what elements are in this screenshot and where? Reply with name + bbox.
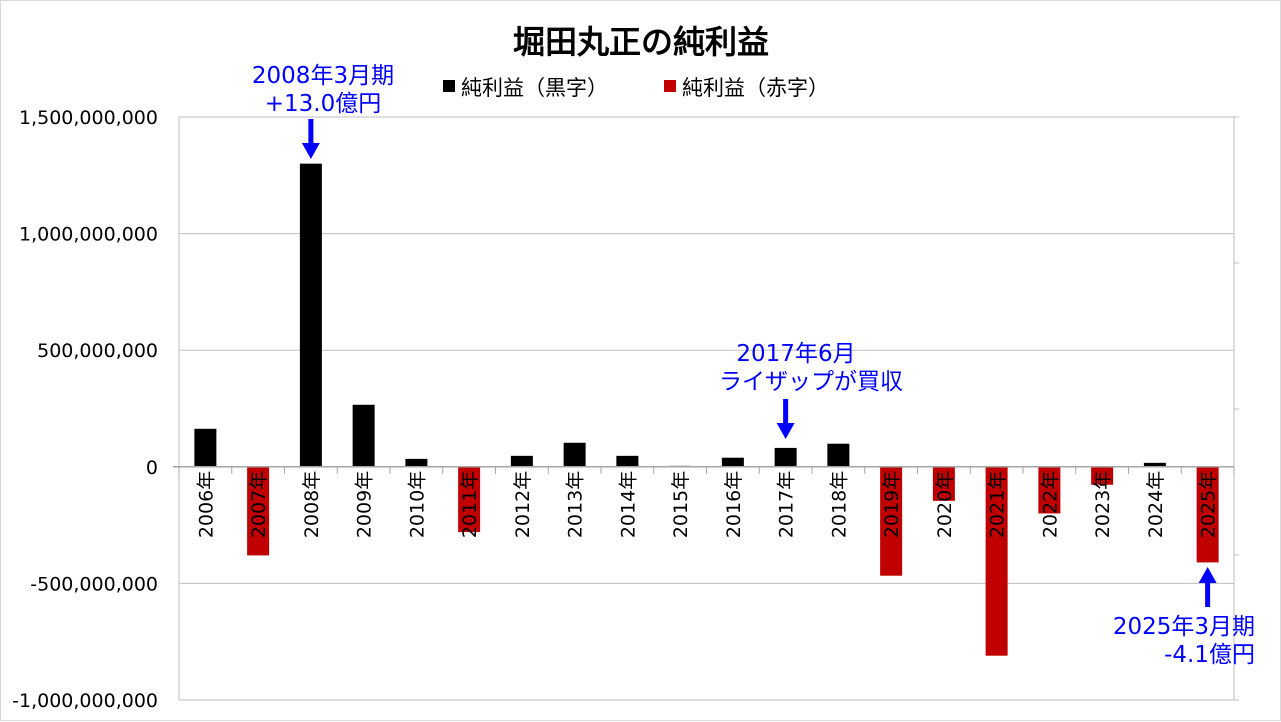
bar-2024年 (1143, 462, 1166, 467)
legend-swatch (664, 80, 676, 92)
bar-2007年 (247, 466, 270, 556)
y-tick-label: -1,000,000,000 (12, 690, 158, 712)
bar-2019年 (880, 466, 903, 576)
bar-2020年 (932, 466, 955, 501)
bar-2012年 (510, 455, 533, 467)
bar-2010年 (405, 458, 428, 467)
arrow-2017-head (776, 423, 795, 439)
x-tick-label: 2023年 (1092, 471, 1114, 538)
y-tick-label: -500,000,000 (30, 573, 158, 595)
chart-title: 堀田丸正の純利益 (513, 23, 769, 61)
y-tick-label: 500,000,000 (37, 340, 158, 362)
x-tick-label: 2008年 (301, 471, 323, 538)
x-tick-label: 2022年 (1039, 471, 1061, 538)
y-tick-label: 1,000,000,000 (19, 224, 158, 246)
x-tick-label: 2019年 (881, 471, 903, 538)
x-tick-label: 2009年 (354, 471, 376, 538)
x-tick-label: 2007年 (248, 471, 270, 538)
x-tick-label: 2018年 (828, 471, 850, 538)
annotation-2017-line2: ライザップが買収 (719, 369, 903, 395)
bar-2014年 (616, 455, 639, 467)
annotation-2025-line1: 2025年3月期 (1113, 614, 1255, 640)
bar-2008年 (299, 163, 322, 467)
bar-2018年 (827, 443, 850, 467)
x-tick-label: 2020年 (934, 471, 956, 538)
bar-2022年 (1038, 466, 1061, 514)
annotation-2025-line2: -4.1億円 (1164, 642, 1255, 668)
y-tick-label: 0 (146, 457, 158, 479)
bar-2017年 (774, 447, 797, 467)
bar-2025年 (1196, 466, 1219, 563)
x-tick-label: 2015年 (670, 471, 692, 538)
bar-2023年 (1091, 466, 1114, 485)
arrow-2008-head (301, 143, 320, 159)
x-tick-label: 2012年 (512, 471, 534, 538)
annotation-2017-line1: 2017年6月 (736, 341, 855, 367)
bar-2016年 (721, 457, 744, 467)
x-tick-label: 2014年 (617, 471, 639, 538)
x-tick-label: 2010年 (406, 471, 428, 538)
x-tick-label: 2013年 (565, 471, 587, 538)
annotation-2008-line1: 2008年3月期 (252, 63, 394, 89)
x-tick-label: 2006年 (195, 471, 217, 538)
bar-2009年 (352, 404, 375, 467)
bar-2011年 (458, 466, 481, 533)
bar-2013年 (563, 442, 586, 467)
annotation-2008-line2: +13.0億円 (265, 91, 381, 117)
x-tick-label: 2016年 (723, 471, 745, 538)
bar-2021年 (985, 466, 1008, 656)
legend-label: 純利益（黒字） (461, 76, 608, 100)
legend-label: 純利益（赤字） (682, 76, 829, 100)
y-tick-label: 1,500,000,000 (19, 107, 158, 129)
bar-2006年 (194, 428, 217, 467)
x-tick-label: 2017年 (776, 471, 798, 538)
x-tick-label: 2021年 (987, 471, 1009, 538)
x-tick-label: 2011年 (459, 471, 481, 538)
arrow-2025-head (1198, 567, 1217, 583)
x-tick-label: 2024年 (1145, 471, 1167, 538)
x-tick-label: 2025年 (1198, 471, 1220, 538)
legend-swatch (443, 80, 455, 92)
